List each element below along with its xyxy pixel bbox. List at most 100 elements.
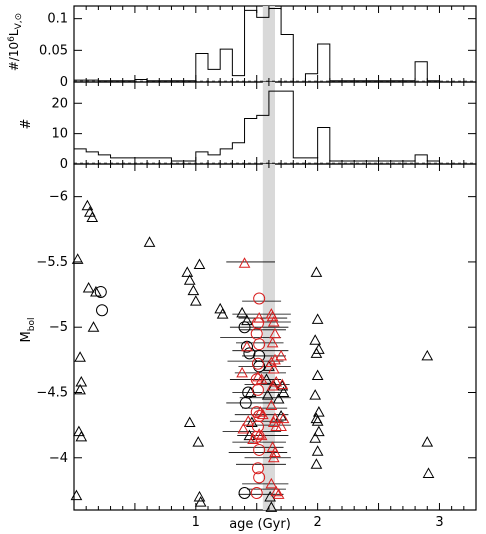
- data-point-triangle: [193, 258, 206, 270]
- data-point-triangle: [242, 415, 255, 426]
- data-point-triangle: [267, 315, 280, 327]
- data-point-triangle: [87, 321, 100, 332]
- data-point-circle: [253, 471, 266, 484]
- data-point-triangle: [236, 366, 248, 378]
- data-point-triangle: [194, 496, 207, 507]
- y-tick-label: 20: [51, 96, 68, 111]
- data-point-triangle: [86, 211, 99, 223]
- data-point-triangle: [311, 369, 324, 381]
- histogram-step-line: [73, 90, 440, 164]
- data-point-triangle: [421, 436, 434, 447]
- data-point-triangle: [193, 490, 206, 502]
- data-point-triangle: [247, 433, 259, 444]
- data-point-triangle: [74, 351, 86, 362]
- data-point-triangle: [276, 378, 289, 390]
- data-point-triangle: [265, 477, 278, 489]
- data-point-triangle: [311, 445, 324, 456]
- data-point-circle: [251, 357, 264, 370]
- data-point-triangle: [313, 425, 325, 437]
- y-tick-label: −6: [49, 190, 68, 205]
- data-point-triangle: [275, 420, 287, 431]
- data-point-triangle: [81, 199, 94, 211]
- data-point-circle: [250, 430, 263, 443]
- data-point-triangle: [272, 488, 285, 499]
- data-point-circle: [253, 349, 266, 362]
- histogram-luminosity-panel: 0 0.05 0.1 #/106LV,⊙: [7, 5, 477, 90]
- data-point-triangle: [272, 392, 285, 404]
- y-tick-label: −5: [49, 320, 68, 335]
- highlight-band: [262, 6, 275, 82]
- data-point-triangle: [265, 356, 278, 367]
- data-point-triangle: [216, 308, 229, 319]
- data-point-circle: [253, 443, 266, 456]
- y-tick-label: −5.5: [36, 255, 68, 270]
- data-point-triangle: [261, 389, 274, 400]
- data-point-triangle: [275, 349, 287, 361]
- data-point-triangle: [252, 370, 264, 382]
- data-point-triangle: [310, 458, 323, 469]
- data-point-triangle: [75, 376, 88, 387]
- data-point-circle: [94, 285, 107, 298]
- data-point-triangle: [82, 282, 95, 293]
- x-axis-label: age (Gyr): [229, 517, 291, 532]
- data-point-circle: [250, 487, 263, 500]
- data-point-triangle: [310, 347, 323, 358]
- data-point-triangle: [143, 236, 156, 247]
- histogram-count-panel: 0 10 20 #: [19, 81, 477, 172]
- y-axis-label: Mbol: [19, 318, 37, 343]
- y-tick-label: 10: [51, 127, 68, 142]
- data-point-triangle: [267, 451, 280, 463]
- data-point-triangle: [270, 376, 283, 387]
- x-tick-label: 3: [435, 515, 443, 530]
- data-point-triangle: [241, 340, 253, 352]
- data-point-triangle: [422, 467, 435, 478]
- data-point-triangle: [264, 490, 276, 502]
- data-point-triangle: [236, 306, 248, 318]
- data-point-triangle: [192, 436, 205, 447]
- data-point-triangle: [277, 412, 290, 424]
- scatter-magnitude-age-panel: −6 −5.5 −5 −4.5 −4 1 2 3 Mbol age (Gyr): [19, 163, 477, 532]
- data-point-triangle: [311, 313, 324, 324]
- data-point-triangle: [189, 295, 202, 306]
- data-point-triangle: [310, 266, 323, 277]
- data-point-triangle: [237, 423, 250, 434]
- data-point-triangle: [266, 336, 279, 348]
- data-point-triangle: [266, 379, 279, 391]
- data-point-triangle: [313, 406, 325, 417]
- data-point-triangle: [275, 409, 287, 421]
- highlight-band: [262, 164, 275, 510]
- data-point-circle: [251, 383, 264, 396]
- data-point-triangle: [311, 415, 324, 426]
- data-point-circle: [243, 347, 256, 360]
- data-point-triangle: [71, 253, 84, 264]
- data-point-triangle: [421, 349, 434, 361]
- y-tick-label: 0: [60, 75, 68, 90]
- data-point-circle: [253, 338, 266, 351]
- data-point-circle: [253, 292, 266, 305]
- data-point-triangle: [255, 373, 268, 384]
- data-point-triangle: [270, 485, 283, 497]
- data-point-triangle: [187, 284, 200, 296]
- data-point-circle: [238, 487, 251, 500]
- y-axis-label: #: [19, 119, 34, 130]
- y-tick-label: 0.05: [39, 43, 68, 58]
- histogram-step-line: [73, 8, 440, 83]
- data-point-circle: [238, 321, 251, 334]
- data-point-triangle: [74, 383, 86, 395]
- y-tick-label: 0.1: [47, 12, 68, 27]
- data-point-circle: [239, 396, 252, 409]
- data-point-triangle: [183, 416, 196, 428]
- y-tick-label: −4: [49, 451, 68, 466]
- data-point-triangle: [241, 314, 253, 326]
- data-point-triangle: [309, 432, 322, 443]
- data-point-triangle: [90, 285, 102, 297]
- data-point-triangle: [265, 399, 278, 411]
- data-point-circle: [250, 406, 263, 419]
- y-axis-label: #/106LV,⊙: [7, 13, 24, 71]
- data-point-triangle: [267, 362, 280, 374]
- data-point-triangle: [269, 327, 281, 339]
- data-point-triangle: [183, 274, 196, 285]
- data-point-circle: [96, 304, 109, 317]
- data-point-triangle: [309, 334, 322, 345]
